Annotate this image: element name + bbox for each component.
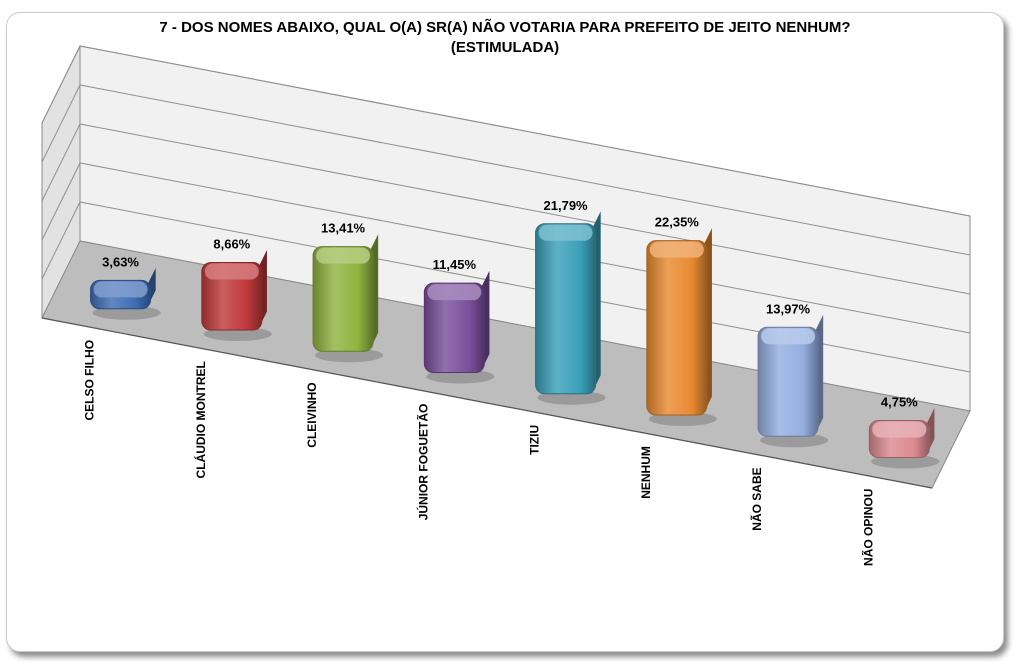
bar [757,314,829,448]
bar [312,234,384,363]
data-label: 4,75% [881,394,918,409]
category-label: NÃO OPINOU [860,489,875,566]
gridline [41,123,971,295]
category-label: NENHUM [639,446,653,499]
category-labels: CELSO FILHO CLÁUDIO MONTREL CLEIVINHO JÚNIO… [83,340,876,566]
data-label: 22,35% [655,215,700,230]
floor-front-edge [41,317,933,489]
data-label: 11,45% [433,257,477,272]
chart-title: 7 - DOS NOMES ABAIXO, QUAL O(A) SR(A) NÃ… [159,19,851,36]
bar [535,211,606,405]
bar [646,228,717,426]
chart-title-block: 7 - DOS NOMES ABAIXO, QUAL O(A) SR(A) NÃ… [0,18,1010,58]
data-label: 13,97% [766,301,811,316]
bar [201,249,272,341]
data-label: 8,66% [213,236,250,251]
category-label: CLEIVINHO [305,382,319,447]
bar [423,270,495,384]
category-label: CLÁUDIO MONTREL [193,361,208,478]
category-label: CELSO FILHO [83,340,97,421]
category-label: TIZIU [528,425,542,455]
bar [868,407,940,469]
category-label: NÃO SABE [749,467,764,530]
data-labels: 3,63% 8,66% 13,41% 11,45% 21,79% 22,35% 13,97%… [102,198,918,410]
chart-walls [41,45,971,489]
gridline [41,84,971,256]
data-label: 3,63% [102,254,139,269]
data-label: 13,41% [321,221,366,236]
gridline [41,45,971,217]
chart-subtitle: (ESTIMULADA) [450,39,560,56]
bars [90,211,940,469]
data-label: 21,79% [544,198,589,213]
category-label: JÚNIOR FOGUETÃO [415,404,430,521]
bar [90,267,161,320]
bar-chart: 3,63% 8,66% 13,41% 11,45% 21,79% 22,35% 13,97%… [41,45,971,566]
